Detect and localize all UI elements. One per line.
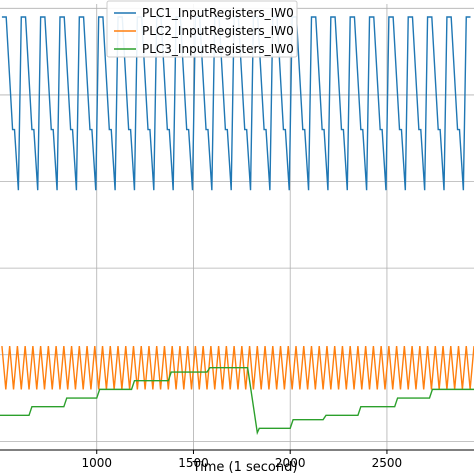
x-tick-label: 2000	[275, 456, 306, 470]
legend-entry-label: PLC2_InputRegisters_IW0	[142, 24, 294, 38]
legend-entry-label: PLC1_InputRegisters_IW0	[142, 6, 294, 20]
x-axis-label: Time (1 second)	[192, 460, 298, 474]
x-tick-label: 1500	[178, 456, 209, 470]
series-group	[0, 16, 474, 436]
x-tick-label: 1000	[81, 456, 112, 470]
series-line-plc3-inputregisters-iw0	[0, 367, 474, 436]
legend: PLC1_InputRegisters_IW0 PLC2_InputRegiste…	[106, 0, 298, 58]
legend-box	[106, 0, 298, 58]
x-tick-label: 2500	[372, 456, 403, 470]
legend-entry-label: PLC3_InputRegisters_IW0	[142, 42, 294, 56]
x-tick-labels: 1000 1500 2000 2500	[81, 456, 402, 470]
x-axis	[0, 449, 474, 454]
series-line-plc2-inputregisters-iw0	[1, 346, 474, 390]
